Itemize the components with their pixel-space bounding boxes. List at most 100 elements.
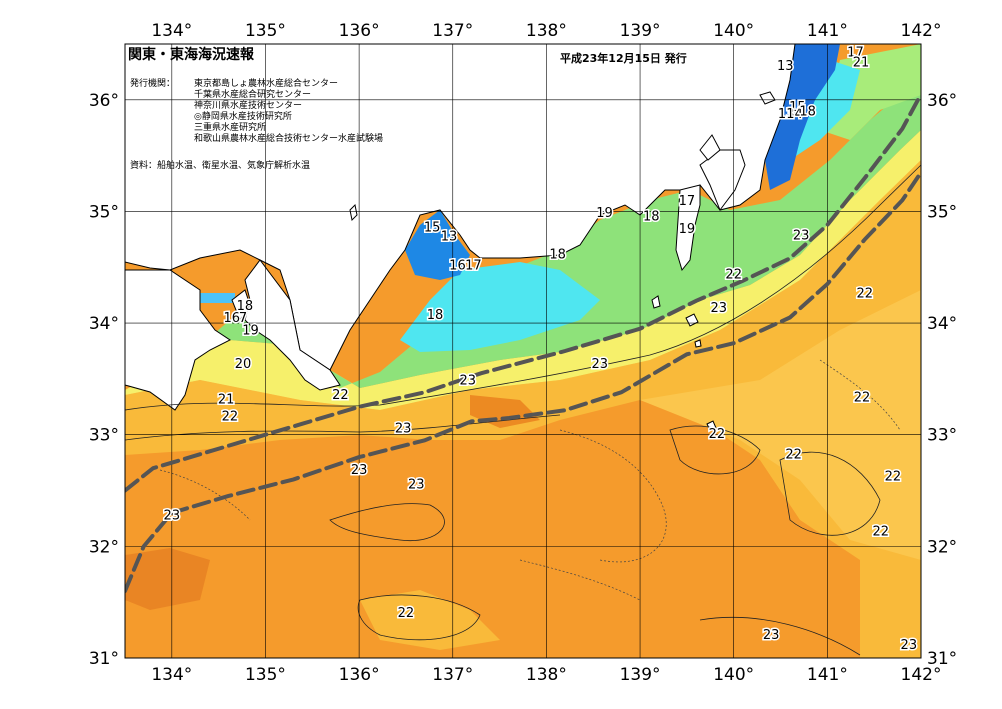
longitude-tick-label: 142° <box>901 665 942 685</box>
isotherm-label: 16 <box>223 311 240 326</box>
land-izu-peninsula <box>675 184 701 272</box>
isotherm-label: 22 <box>725 268 742 283</box>
issuer-item: ◎静岡県水産技術研究所 <box>194 112 292 122</box>
longitude-tick-label: 140° <box>713 21 754 41</box>
isotherm-label: 22 <box>885 470 902 485</box>
longitude-tick-label: 139° <box>620 21 661 41</box>
isotherm-label: 22 <box>785 447 802 462</box>
latitude-tick-label-left: 35° <box>89 202 119 222</box>
latitude-tick-label-left: 34° <box>89 314 119 334</box>
isotherm-label: 22 <box>709 427 726 442</box>
longitude-tick-label: 135° <box>245 665 286 685</box>
land-niijima <box>651 295 661 309</box>
longitude-tick-label: 140° <box>713 665 754 685</box>
latitude-tick-label-left: 32° <box>89 537 119 557</box>
isotherm-label: 7 <box>239 311 247 326</box>
longitude-tick-label: 138° <box>526 665 567 685</box>
isotherm-label: 18 <box>799 105 816 120</box>
isotherm-contours-dotted <box>159 359 901 601</box>
isotherm-label: 22 <box>857 287 874 302</box>
longitude-tick-label: 137° <box>432 665 473 685</box>
isotherm-label: 18 <box>643 210 660 225</box>
isotherm-label: 20 <box>235 357 252 372</box>
dark-orange-core-west <box>125 548 210 610</box>
green-coastal-zone <box>195 90 921 388</box>
land-miyakejima <box>694 339 702 348</box>
isotherm-label: 19 <box>242 323 259 338</box>
land-shikoku <box>125 269 231 411</box>
cold-water-ise-bay <box>405 210 470 280</box>
latitude-tick-label-right: 34° <box>927 314 957 334</box>
isotherm-label: 23 <box>793 229 810 244</box>
longitude-tick-label: 137° <box>432 21 473 41</box>
isotherm-label: 14 <box>786 107 803 122</box>
cyan-zone <box>400 262 600 352</box>
isotherm-label: 19 <box>679 222 696 237</box>
isotherm-label: 23 <box>459 374 476 389</box>
issuer-item: 三重県水産研究所 <box>194 123 267 133</box>
latitude-tick-label-left: 36° <box>89 91 119 111</box>
isotherm-label: 23 <box>164 509 181 524</box>
isotherm-label: 13 <box>778 107 795 122</box>
longitude-tick-label: 136° <box>339 21 380 41</box>
isotherm-label: 22 <box>332 388 349 403</box>
cold-water-kanto <box>765 44 840 190</box>
isotherm-label: 18 <box>237 299 254 314</box>
latitude-tick-label-left: 31° <box>89 649 119 669</box>
isotherm-label: 21 <box>218 393 235 408</box>
kuroshio-axis-line <box>125 92 921 493</box>
longitude-tick-label: 134° <box>151 21 192 41</box>
isotherm-label: 17 <box>465 259 482 274</box>
isotherm-label: 18 <box>549 247 566 262</box>
axis-tick-labels: 134° 134° 135° 135° 136° 136° 137° 137° 138° 138°… <box>89 21 957 685</box>
isotherm-label: 23 <box>763 628 780 643</box>
isotherm-label: 22 <box>398 606 415 621</box>
longitude-tick-label: 139° <box>620 665 661 685</box>
isotherm-label: 17 <box>847 45 864 60</box>
latitude-tick-label-right: 33° <box>927 426 957 446</box>
latitude-tick-label-left: 33° <box>89 426 119 446</box>
isotherm-label: 22 <box>222 409 239 424</box>
longitude-tick-label: 141° <box>807 665 848 685</box>
latitude-tick-label-right: 31° <box>927 649 957 669</box>
isotherm-label: 15 <box>789 100 806 115</box>
isotherm-label: 13 <box>441 230 458 245</box>
isotherm-label: 18 <box>427 308 444 323</box>
isotherm-label: 23 <box>592 357 609 372</box>
longitude-tick-label: 142° <box>901 21 942 41</box>
issuer-item: 和歌山県農林水産総合技術センター水産試験場 <box>194 134 384 144</box>
land-honshu <box>125 44 921 371</box>
isotherm-label: 22 <box>872 524 889 539</box>
light-orange-zone-south <box>360 590 500 650</box>
isotherm-label: 23 <box>351 463 368 478</box>
longitude-tick-label: 141° <box>807 21 848 41</box>
isotherm-label: 23 <box>395 422 412 437</box>
land-awaji <box>231 289 251 322</box>
longitude-tick-label: 135° <box>245 21 286 41</box>
land-miura <box>699 134 721 161</box>
issuers-block: 発行機関： 東京都島しょ農林水産総合センター 千葉県水産総合研究センター 神奈川… <box>130 79 383 145</box>
isotherm-label: 23 <box>901 638 918 653</box>
issuer-item: 神奈川県水産技術センター <box>194 101 303 111</box>
longitude-tick-label: 138° <box>526 21 567 41</box>
isotherm-label: 15 <box>424 221 441 236</box>
latitude-tick-label-right: 36° <box>927 91 957 111</box>
land-lake-biwa <box>349 203 358 222</box>
issue-date: 平成23年12月15日 発行 <box>560 52 687 65</box>
isotherm-label: 13 <box>777 59 794 74</box>
longitude-tick-label: 136° <box>339 665 380 685</box>
isotherm-label: 23 <box>710 301 727 316</box>
data-sources: 資料：船舶水温、衛星水温、気象庁解析水温 <box>130 161 311 171</box>
isotherm-label: 17 <box>679 194 696 209</box>
latitude-tick-label-right: 32° <box>927 537 957 557</box>
issuers-label: 発行機関： <box>130 79 176 89</box>
graticule-grid <box>125 44 921 658</box>
isotherm-label: 23 <box>408 477 425 492</box>
cold-water-osaka-bay <box>195 293 235 303</box>
isotherm-label: 19 <box>596 206 613 221</box>
kuroshio-axis-lines <box>125 92 921 593</box>
isotherm-label: 21 <box>853 55 870 70</box>
light-orange-zone-east <box>640 290 921 560</box>
